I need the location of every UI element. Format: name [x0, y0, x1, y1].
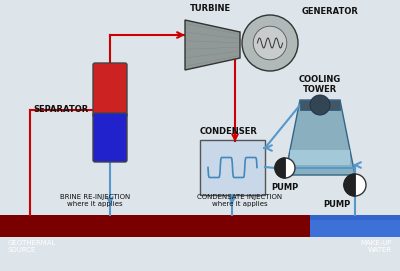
Bar — [0, 215, 310, 237]
Circle shape — [253, 26, 287, 60]
Bar — [290, 150, 350, 165]
FancyBboxPatch shape — [93, 113, 127, 162]
Text: BRINE RE-INJECTION
where it applies: BRINE RE-INJECTION where it applies — [60, 194, 130, 207]
Polygon shape — [285, 100, 355, 175]
Text: PUMP: PUMP — [271, 183, 299, 192]
Text: GENERATOR: GENERATOR — [302, 8, 359, 17]
Bar — [310, 215, 400, 237]
Text: CONDENSATE INJECTION
where it applies: CONDENSATE INJECTION where it applies — [198, 194, 282, 207]
Text: COOLING
TOWER: COOLING TOWER — [299, 75, 341, 94]
Circle shape — [242, 15, 298, 71]
Polygon shape — [275, 158, 285, 178]
Text: TURBINE: TURBINE — [190, 4, 230, 13]
Text: MAKE-UP
WATER: MAKE-UP WATER — [361, 240, 392, 253]
FancyBboxPatch shape — [93, 63, 127, 117]
Text: PUMP: PUMP — [323, 200, 350, 209]
Text: SEPARATOR: SEPARATOR — [34, 105, 89, 115]
Bar — [200, 140, 265, 195]
Text: GEOTHERMAL
SOURCE: GEOTHERMAL SOURCE — [8, 240, 56, 253]
Circle shape — [344, 174, 366, 196]
Polygon shape — [344, 174, 355, 196]
Bar — [300, 100, 340, 110]
Circle shape — [310, 95, 330, 115]
Bar — [310, 220, 400, 237]
Text: CONDENSER: CONDENSER — [200, 127, 258, 136]
Polygon shape — [185, 20, 240, 70]
Circle shape — [275, 158, 295, 178]
